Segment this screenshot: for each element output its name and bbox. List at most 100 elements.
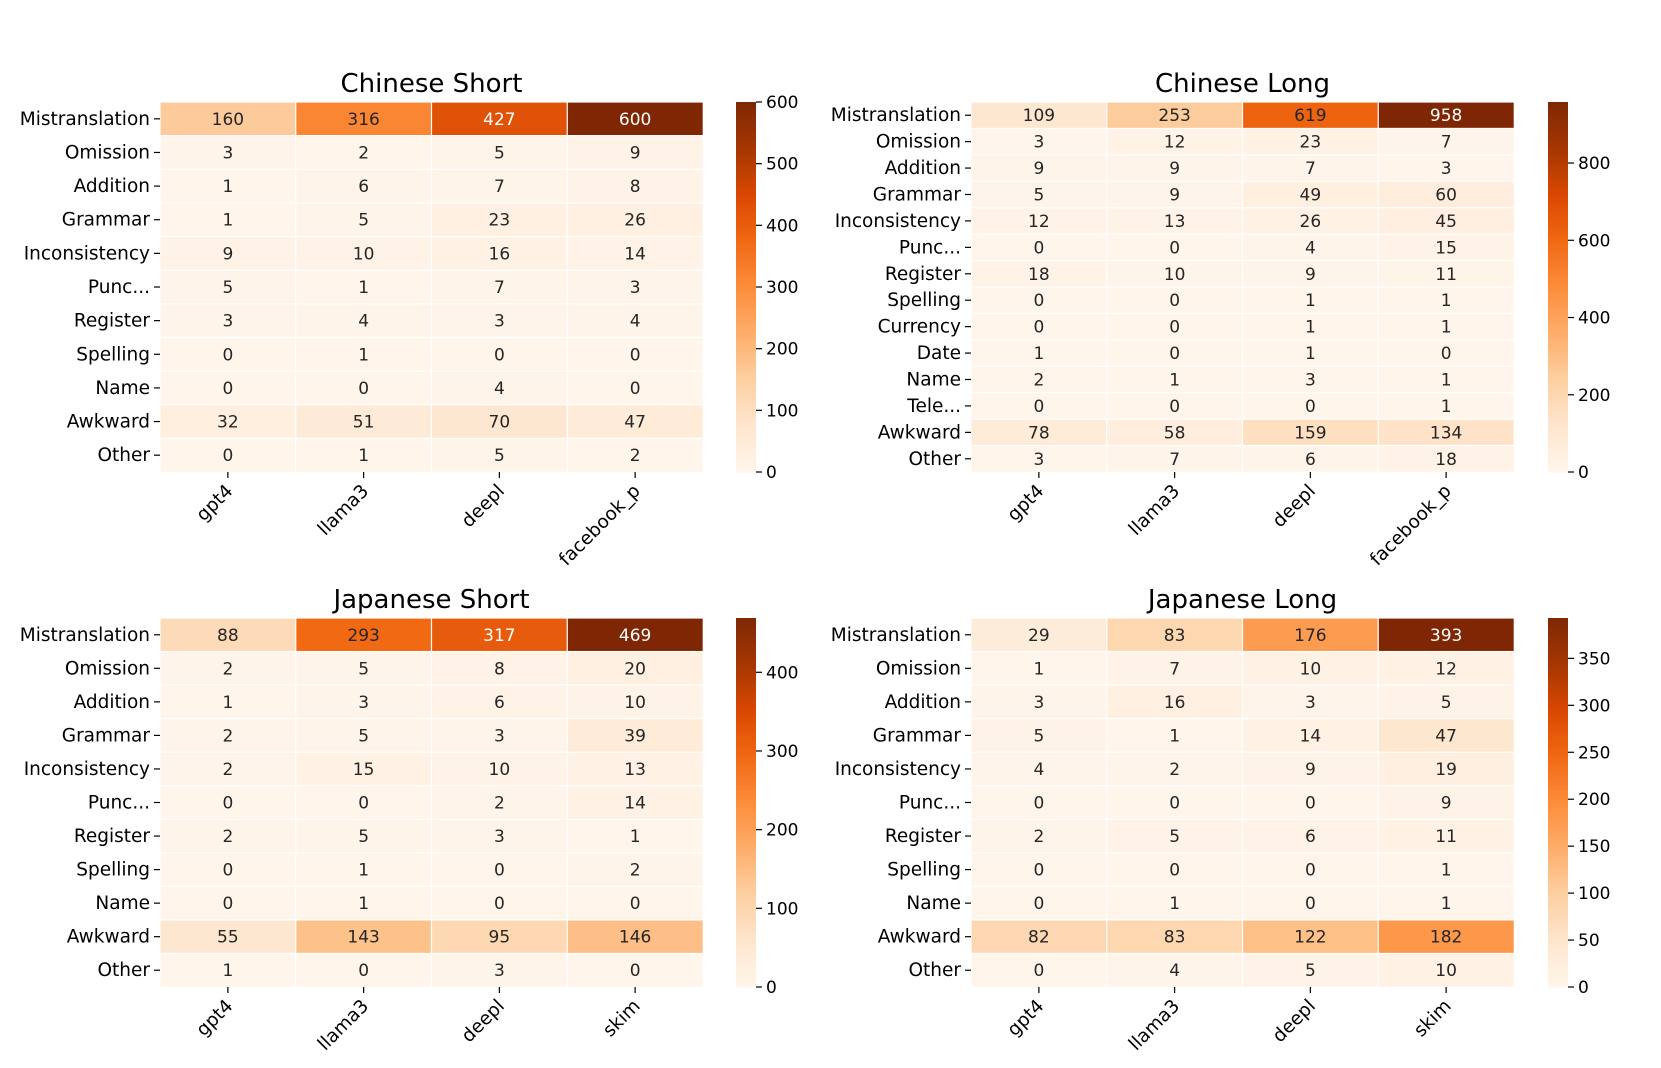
- row-label: Spelling: [887, 860, 961, 881]
- colorbar-segment: [736, 256, 756, 260]
- cell-value-label: 12: [1435, 659, 1457, 679]
- colorbar-segment: [736, 716, 756, 721]
- colorbar-segment: [736, 701, 756, 705]
- colorbar-segment: [736, 768, 756, 773]
- cell-value-label: 55: [217, 928, 239, 948]
- colorbar-segment: [736, 956, 756, 960]
- colorbar-segment: [1548, 719, 1568, 724]
- colorbar-segment: [1548, 940, 1568, 945]
- cell-value-label: 427: [483, 110, 515, 130]
- colorbar-segment: [1548, 787, 1568, 791]
- colorbar-segment: [1548, 172, 1568, 177]
- row-label: Inconsistency: [24, 759, 150, 780]
- colorbar-segment: [736, 802, 756, 807]
- cell-value-label: 3: [1305, 371, 1316, 391]
- colorbar-segment: [1548, 345, 1568, 350]
- colorbar-segment: [736, 879, 756, 884]
- cell-value-label: 1: [358, 446, 369, 466]
- colorbar-segment: [736, 621, 756, 625]
- colorbar-segment: [1548, 734, 1568, 739]
- cell-value-label: 0: [494, 861, 505, 881]
- colorbar-segment: [1548, 354, 1568, 359]
- colorbar-segment: [1548, 864, 1568, 868]
- column-label: llama3: [1125, 996, 1184, 1055]
- colorbar-segment: [736, 259, 756, 263]
- cell-value-label: 0: [222, 379, 233, 399]
- row-label: Spelling: [887, 290, 961, 311]
- colorbar-segment: [1548, 651, 1568, 656]
- colorbar-segment: [736, 367, 756, 371]
- colorbar-segment: [1548, 379, 1568, 384]
- colorbar-segment: [1548, 870, 1568, 874]
- column-label: gpt4: [1003, 996, 1048, 1041]
- colorbar-segment: [736, 123, 756, 128]
- colorbar-segment: [1548, 910, 1568, 914]
- heatmap-cell: [1241, 180, 1380, 209]
- colorbar-segment: [736, 817, 756, 822]
- colorbar-segment: [736, 753, 756, 757]
- cell-value-label: 3: [222, 143, 233, 163]
- colorbar-segment: [1548, 333, 1568, 337]
- cell-value-label: 0: [222, 794, 233, 814]
- colorbar-segment: [736, 882, 756, 887]
- colorbar-segment: [1548, 630, 1568, 634]
- cell-value-label: 10: [1300, 659, 1322, 679]
- colorbar-tick-label: 150: [1578, 837, 1610, 857]
- colorbar-segment: [1548, 937, 1568, 942]
- colorbar-segment: [736, 657, 756, 662]
- column-label: facebook_p: [555, 481, 644, 570]
- cell-value-label: 0: [222, 894, 233, 914]
- cell-value-label: 0: [1169, 238, 1180, 258]
- colorbar-segment: [736, 974, 756, 979]
- heatmap-cell: [566, 101, 704, 137]
- colorbar-segment: [1548, 780, 1568, 785]
- row-label: Grammar: [873, 725, 962, 746]
- cell-value-label: 1: [222, 177, 233, 197]
- colorbar-segment: [736, 922, 756, 927]
- colorbar-segment: [736, 624, 756, 628]
- colorbar-segment: [736, 462, 756, 467]
- heatmap-cell: [566, 852, 704, 888]
- cell-value-label: 7: [1441, 133, 1452, 153]
- heatmap-cell: [1377, 617, 1515, 653]
- colorbar-segment: [1548, 404, 1568, 408]
- cell-value-label: 958: [1430, 106, 1462, 126]
- cell-value-label: 4: [358, 312, 369, 332]
- colorbar-segment: [1548, 385, 1568, 390]
- colorbar-segment: [1548, 237, 1568, 242]
- colorbar-segment: [736, 903, 756, 908]
- row-label: Other: [908, 960, 961, 981]
- cell-value-label: 2: [222, 726, 233, 746]
- colorbar-segment: [736, 382, 756, 387]
- cell-value-label: 9: [222, 244, 233, 264]
- colorbar-segment: [736, 216, 756, 220]
- colorbar-segment: [736, 870, 756, 874]
- colorbar-segment: [736, 639, 756, 644]
- chart-title: Japanese Short: [331, 585, 529, 615]
- colorbar-segment: [1548, 737, 1568, 742]
- heatmap-cell: [430, 718, 569, 754]
- cell-value-label: 5: [1169, 827, 1180, 847]
- colorbar-segment: [1548, 179, 1568, 183]
- colorbar-segment: [736, 860, 756, 865]
- colorbar-segment: [736, 857, 756, 862]
- colorbar-tick-label: 300: [766, 742, 798, 762]
- heatmap-cell: [295, 235, 433, 272]
- colorbar-segment: [1548, 907, 1568, 911]
- colorbar-segment: [736, 737, 756, 742]
- cell-value-label: 7: [1169, 659, 1180, 679]
- colorbar-segment: [736, 465, 756, 470]
- colorbar-segment: [736, 765, 756, 770]
- heatmap-cell: [1106, 617, 1244, 653]
- colorbar-segment: [736, 135, 756, 140]
- row-label: Addition: [885, 158, 961, 179]
- cell-value-label: 1: [1441, 291, 1452, 311]
- cell-value-label: 7: [494, 177, 505, 197]
- colorbar-segment: [736, 240, 756, 245]
- heatmap-cell: [430, 336, 569, 372]
- colorbar-segment: [736, 824, 756, 828]
- cell-value-label: 0: [1305, 397, 1316, 417]
- heatmap-cell: [1241, 286, 1380, 315]
- heatmap-cell: [295, 101, 433, 137]
- colorbar-segment: [1548, 691, 1568, 696]
